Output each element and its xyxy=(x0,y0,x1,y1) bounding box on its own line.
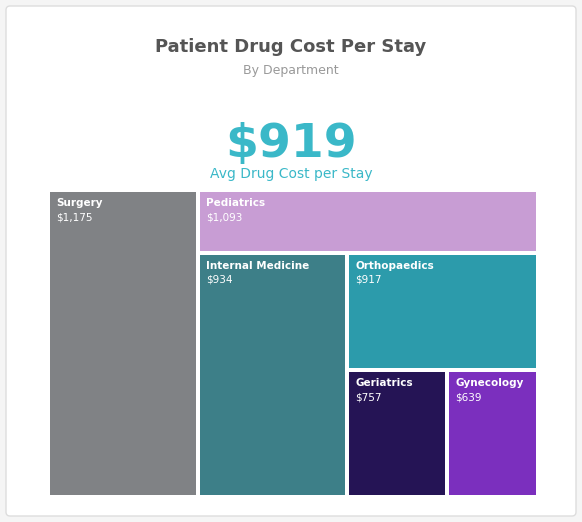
Bar xyxy=(200,192,536,251)
Text: By Department: By Department xyxy=(243,64,339,77)
Text: $917: $917 xyxy=(355,275,381,285)
Text: Pediatrics: Pediatrics xyxy=(206,198,265,208)
Text: $757: $757 xyxy=(355,392,381,402)
Text: Orthopaedics: Orthopaedics xyxy=(355,261,434,271)
Text: Avg Drug Cost per Stay: Avg Drug Cost per Stay xyxy=(210,167,372,181)
Text: Gynecology: Gynecology xyxy=(455,378,523,388)
FancyBboxPatch shape xyxy=(6,6,576,516)
Bar xyxy=(349,255,536,368)
Text: $934: $934 xyxy=(206,275,232,285)
Text: Surgery: Surgery xyxy=(56,198,102,208)
Bar xyxy=(50,192,196,495)
Text: Patient Drug Cost Per Stay: Patient Drug Cost Per Stay xyxy=(155,38,427,56)
Text: $919: $919 xyxy=(225,122,357,167)
Text: $639: $639 xyxy=(455,392,481,402)
Bar xyxy=(449,372,536,495)
Bar xyxy=(200,255,345,495)
Text: $1,175: $1,175 xyxy=(56,212,93,222)
Text: Geriatrics: Geriatrics xyxy=(355,378,413,388)
Bar xyxy=(349,372,445,495)
Text: Internal Medicine: Internal Medicine xyxy=(206,261,309,271)
Text: $1,093: $1,093 xyxy=(206,212,242,222)
